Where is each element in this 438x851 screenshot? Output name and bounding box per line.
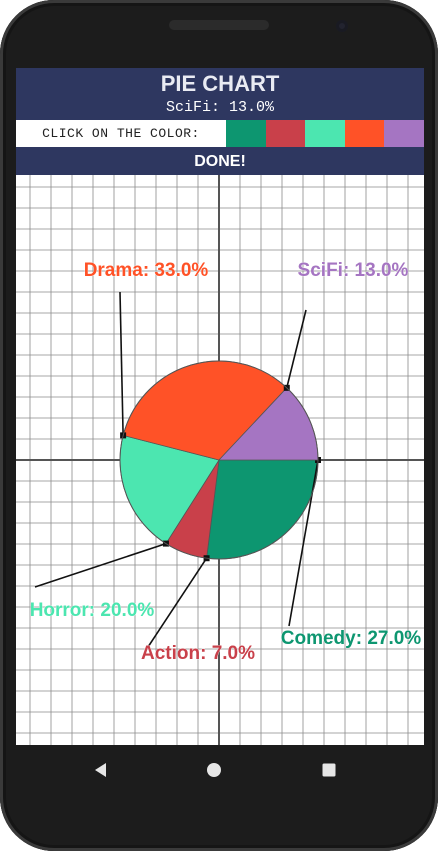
leader-line-scifi	[285, 309, 307, 389]
app-header: PIE CHART SciFi: 13.0%	[16, 68, 424, 119]
color-swatch-5[interactable]	[384, 120, 424, 147]
leader-line-drama	[119, 291, 124, 436]
front-camera-icon	[336, 20, 348, 32]
slice-label-drama: Drama: 33.0%	[84, 260, 209, 281]
leader-line-comedy	[288, 459, 319, 627]
color-swatch-2[interactable]	[265, 120, 306, 147]
color-picker-label: CLICK ON THE COLOR:	[42, 126, 200, 141]
pie-outline	[119, 360, 319, 560]
color-swatch-3[interactable]	[305, 120, 345, 147]
color-picker-bar: CLICK ON THE COLOR:	[16, 119, 424, 148]
back-triangle-icon[interactable]	[91, 760, 111, 780]
pie-chart-plot: Drama: 33.0% SciFi: 13.0% Comedy: 27.0% Act…	[16, 175, 424, 745]
home-circle-icon[interactable]	[204, 760, 224, 780]
slice-label-horror: Horror: 20.0%	[30, 600, 155, 621]
slice-label-comedy: Comedy: 27.0%	[281, 628, 422, 649]
leader-line-action	[147, 557, 208, 648]
leader-line-horror	[34, 542, 167, 588]
color-swatch-1[interactable]	[226, 120, 266, 147]
done-button[interactable]: DONE!	[16, 148, 424, 175]
android-nav-bar	[16, 745, 424, 793]
slice-label-action: Action: 7.0%	[141, 643, 255, 664]
speaker-grille	[169, 20, 269, 30]
page-title: PIE CHART	[160, 71, 280, 96]
recent-square-icon[interactable]	[319, 760, 339, 780]
app-screen: PIE CHART SciFi: 13.0% CLICK ON THE COLO…	[16, 68, 424, 745]
slice-label-scifi: SciFi: 13.0%	[298, 260, 409, 281]
selected-slice-subtitle: SciFi: 13.0%	[165, 99, 275, 116]
color-swatch-4[interactable]	[344, 120, 385, 147]
color-swatch-row	[226, 120, 424, 147]
